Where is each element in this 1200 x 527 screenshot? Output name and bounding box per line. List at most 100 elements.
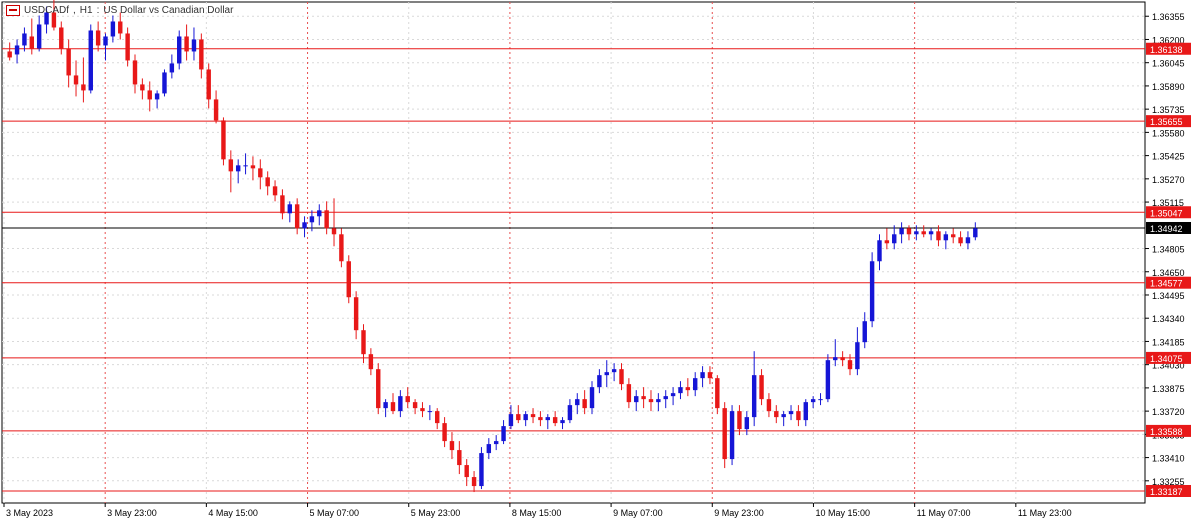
candle-body [759, 375, 764, 400]
candle [471, 471, 477, 493]
candle-body [405, 396, 410, 403]
candle [936, 225, 941, 247]
candle [265, 171, 270, 196]
candle-body [110, 21, 116, 37]
candle-body [737, 411, 742, 430]
candle-body [398, 396, 403, 412]
candle-body [36, 24, 42, 49]
time-axis[interactable]: 3 May 2023 3 May 23:00 4 May 15:00 5 May 07… [3, 503, 1072, 518]
candle-body [331, 228, 337, 235]
candle-body [376, 369, 381, 409]
candle [132, 54, 138, 94]
candle [501, 420, 506, 445]
candle [825, 354, 831, 403]
candle-body [191, 39, 197, 52]
candle [14, 39, 20, 64]
candle [958, 231, 963, 247]
candle-body [493, 441, 499, 445]
candle-body [147, 90, 152, 100]
candle [199, 33, 204, 79]
candle [707, 366, 713, 385]
candle-body [81, 84, 86, 91]
candle-body [324, 210, 329, 229]
candle [184, 24, 189, 61]
candle [523, 411, 528, 427]
candle-body [390, 402, 396, 412]
candle-body [88, 30, 93, 91]
candle [744, 411, 750, 436]
candle [869, 252, 875, 328]
candle-body [884, 240, 890, 244]
candle [560, 417, 565, 430]
candle [715, 375, 720, 415]
candle [530, 408, 536, 424]
candle [302, 216, 307, 238]
candle-body [855, 342, 860, 370]
candle [412, 399, 418, 415]
candle [353, 291, 359, 340]
candle [641, 387, 646, 409]
candle [383, 399, 388, 418]
y-tick-label: 1.35270 [1152, 175, 1185, 185]
candle-body [383, 402, 388, 409]
candle [95, 21, 101, 52]
level-label: 1.36138 [1150, 45, 1183, 55]
candle-body [810, 399, 816, 403]
candle-body [751, 375, 757, 418]
candle-body [626, 384, 632, 403]
candle [589, 381, 595, 415]
price-axis[interactable]: 1.36355 1.36200 1.36045 1.35890 1.35735 1.355… [1145, 12, 1185, 487]
symbol-label: USDCADf [24, 5, 70, 16]
candle [892, 225, 897, 250]
candle [346, 255, 351, 304]
candle [88, 24, 93, 94]
level-label-box [1146, 424, 1191, 437]
candle-body [118, 21, 123, 34]
level-label: 1.34577 [1150, 279, 1183, 289]
candle [7, 42, 12, 61]
candle-body [774, 411, 779, 418]
candle [213, 90, 219, 124]
level-label: 1.34075 [1150, 354, 1183, 364]
candle [737, 405, 742, 436]
candle-body [501, 426, 506, 442]
candle [729, 405, 735, 466]
candle-body [346, 261, 351, 298]
candle [22, 27, 27, 52]
candle [29, 18, 35, 55]
level-label-box [1146, 485, 1191, 497]
candle [147, 81, 152, 112]
candle-body [560, 420, 565, 424]
candle-body [582, 399, 587, 409]
chart-window-icon[interactable] [6, 5, 20, 16]
candle-body [213, 99, 219, 121]
level-label: 1.35655 [1150, 117, 1183, 127]
candle-body [943, 234, 949, 241]
y-tick-label: 1.36045 [1152, 59, 1185, 69]
candle [309, 210, 315, 232]
candle-body [162, 72, 167, 94]
candle-body [265, 177, 270, 187]
candle [803, 399, 808, 427]
candle [774, 405, 779, 424]
candle-body [781, 414, 786, 418]
candle [390, 393, 396, 415]
candle-body [29, 36, 35, 49]
candle [457, 441, 462, 475]
candle [442, 417, 447, 448]
candle [656, 393, 661, 412]
candle-body [486, 444, 492, 454]
candle-body [538, 417, 543, 421]
candle-body [7, 51, 12, 58]
candle-body [921, 231, 926, 235]
candle-body [51, 12, 57, 28]
candle [243, 153, 248, 175]
horizontal-levels[interactable] [2, 48, 1145, 492]
candle-body [597, 375, 602, 388]
candle [324, 201, 329, 235]
level-label-box [1146, 351, 1191, 364]
candle-body [840, 357, 845, 361]
candle-body [294, 204, 300, 229]
